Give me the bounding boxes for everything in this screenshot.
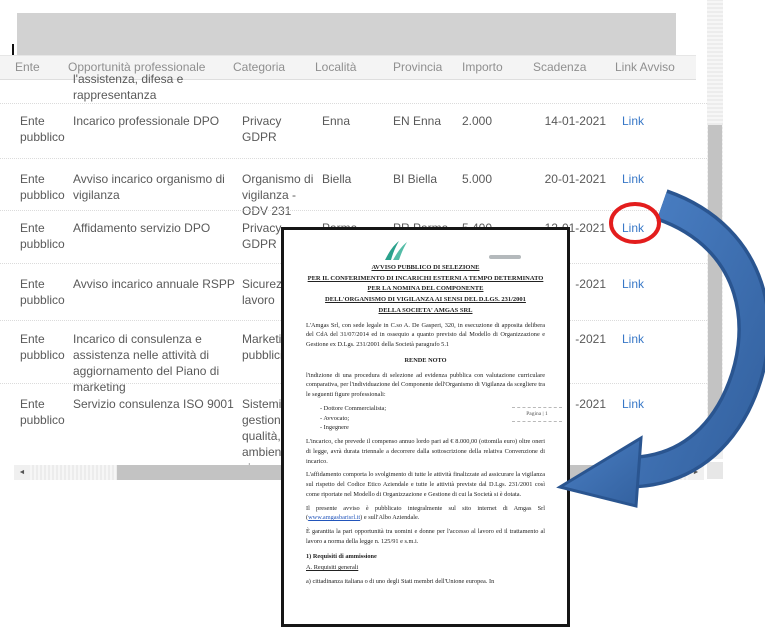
- header-importo: Importo: [462, 60, 503, 74]
- rende-noto-heading: RENDE NOTO: [404, 356, 447, 364]
- cell-opportunita: Servizio consulenza ISO 9001: [73, 397, 234, 411]
- scroll-right-icon[interactable]: ►: [688, 465, 704, 480]
- title-line: DELLA SOCIETA' AMGAS SRL: [378, 306, 473, 314]
- scrollbar-corner: [707, 462, 723, 479]
- paragraph: L'Amgas Srl, con sede legale in C.so A. …: [306, 321, 545, 349]
- table-header: Ente Opportunità professionale Categoria…: [0, 55, 696, 80]
- cell-scadenza: 20-01-2021: [544, 172, 606, 186]
- scroll-down-icon[interactable]: ▼: [707, 443, 723, 459]
- requisiti-generali-heading: A. Requisiti generali: [306, 564, 359, 572]
- cell-importo: 5.000: [462, 172, 493, 186]
- link-avviso[interactable]: Link: [622, 332, 645, 346]
- text-cursor: [12, 44, 14, 63]
- cell-opportunita: Affidamento servizio DPO: [73, 221, 211, 235]
- cell-ente: Ente pubblico: [20, 332, 65, 362]
- cell-localita: Enna: [322, 114, 351, 128]
- header-scadenza: Scadenza: [533, 60, 587, 74]
- table-row-partial: l'assistenza, difesa e rappresentanza: [73, 72, 184, 102]
- table-row: Ente pubblico Incarico professionale DPO…: [0, 103, 707, 159]
- header-categoria: Categoria: [233, 60, 286, 74]
- cell-ente: Ente pubblico: [20, 277, 65, 307]
- document-title: AVVISO PUBBLICO DI SELEZIONE PER IL CONF…: [306, 263, 545, 317]
- cell-opportunita: Avviso incarico organismo di vigilanza: [73, 172, 225, 202]
- paragraph: l'indizione di una procedura di selezion…: [306, 371, 545, 399]
- cell-categoria: Organismo di vigilanza - ODV 231: [242, 172, 314, 218]
- paragraph: L'affidamento comporta lo svolgimento di…: [306, 471, 545, 498]
- cell-ente: Ente pubblico: [20, 172, 65, 202]
- title-line: PER IL CONFERIMENTO DI INCARICHI ESTERNI…: [307, 274, 544, 282]
- cell-categoria: Privacy GDPR: [242, 221, 282, 251]
- table-row: Ente pubblico Incarico di consulenza e a…: [0, 320, 707, 394]
- header-provincia: Provincia: [393, 60, 443, 74]
- vertical-scrollbar[interactable]: ▼: [707, 0, 723, 459]
- title-line: DELL'ORGANISMO DI VIGILANZA AI SENSI DEL…: [325, 296, 526, 304]
- cell-scadenza: -2021: [575, 277, 606, 291]
- cell-scadenza: -2021: [575, 332, 606, 346]
- link-avviso[interactable]: Link: [622, 172, 645, 186]
- cell-opportunita: Incarico professionale DPO: [73, 114, 220, 128]
- list-item-a: a) cittadinanza italiana o di uno degli …: [306, 578, 495, 586]
- paragraph: È garantita la pari opportunità tra uomi…: [306, 528, 545, 545]
- title-line: PER LA NOMINA DEL COMPONENTE: [367, 285, 484, 293]
- bullet-list: - Dottore Commercialista; - Avvocato; - …: [320, 404, 545, 433]
- cell-scadenza: -2021: [575, 397, 606, 411]
- scroll-left-icon[interactable]: ◄: [14, 465, 30, 480]
- cell-ente: Ente pubblico: [20, 397, 65, 427]
- cell-ente: Ente pubblico: [20, 114, 65, 144]
- bullet-item: - Avvocato;: [320, 414, 350, 422]
- cell-provincia: EN Enna: [393, 114, 442, 128]
- cell-opportunita: Avviso incarico annuale RSPP: [73, 277, 235, 291]
- pdf-preview: AVVISO PUBBLICO DI SELEZIONE PER IL CONF…: [281, 227, 570, 627]
- cell-ente: Ente pubblico: [20, 221, 65, 251]
- paragraph: L'incarico, che prevede il compenso annu…: [306, 438, 545, 465]
- collapsed-banner: [17, 13, 676, 56]
- paragraph: Il presente avviso è pubblicato integral…: [306, 504, 545, 524]
- page-number-tab: Pagina | 1: [512, 407, 562, 422]
- cell-scadenza: 14-01-2021: [544, 114, 606, 128]
- cell-provincia: BI Biella: [393, 172, 438, 186]
- amgas-logo-icon: [385, 241, 407, 260]
- header-link-avviso: Link Avviso: [615, 60, 675, 74]
- table-row: Ente pubblico Avviso incarico organismo …: [0, 158, 707, 218]
- vertical-scrollbar-thumb[interactable]: [708, 125, 722, 433]
- header-ente: Ente: [15, 60, 40, 74]
- paragraph-text: Il presente avviso è pubblicato integral…: [306, 504, 545, 522]
- website-link[interactable]: www.amgasbarisrl.it: [308, 514, 361, 522]
- header-localita: Località: [315, 60, 357, 74]
- link-avviso-circled[interactable]: Link: [622, 221, 645, 235]
- cell-importo: 2.000: [462, 114, 493, 128]
- cell-localita: Biella: [322, 172, 352, 186]
- cell-categoria: Privacy GDPR: [242, 114, 282, 144]
- bullet-item: - Ingegnere: [320, 424, 349, 432]
- title-line: AVVISO PUBBLICO DI SELEZIONE: [371, 264, 480, 271]
- paragraph-text: ) e sull'Albo Aziendale.: [360, 514, 420, 522]
- bullet-item: - Dottore Commercialista;: [320, 404, 387, 412]
- cell-opportunita: Incarico di consulenza e assistenza nell…: [73, 332, 220, 394]
- link-avviso[interactable]: Link: [622, 397, 645, 411]
- header-opportunita: Opportunità professionale: [68, 60, 206, 74]
- link-avviso[interactable]: Link: [622, 277, 645, 291]
- letterhead-smallprint: [489, 255, 521, 259]
- requisiti-heading: 1) Requisiti di ammissione: [306, 552, 377, 560]
- link-avviso[interactable]: Link: [622, 114, 645, 128]
